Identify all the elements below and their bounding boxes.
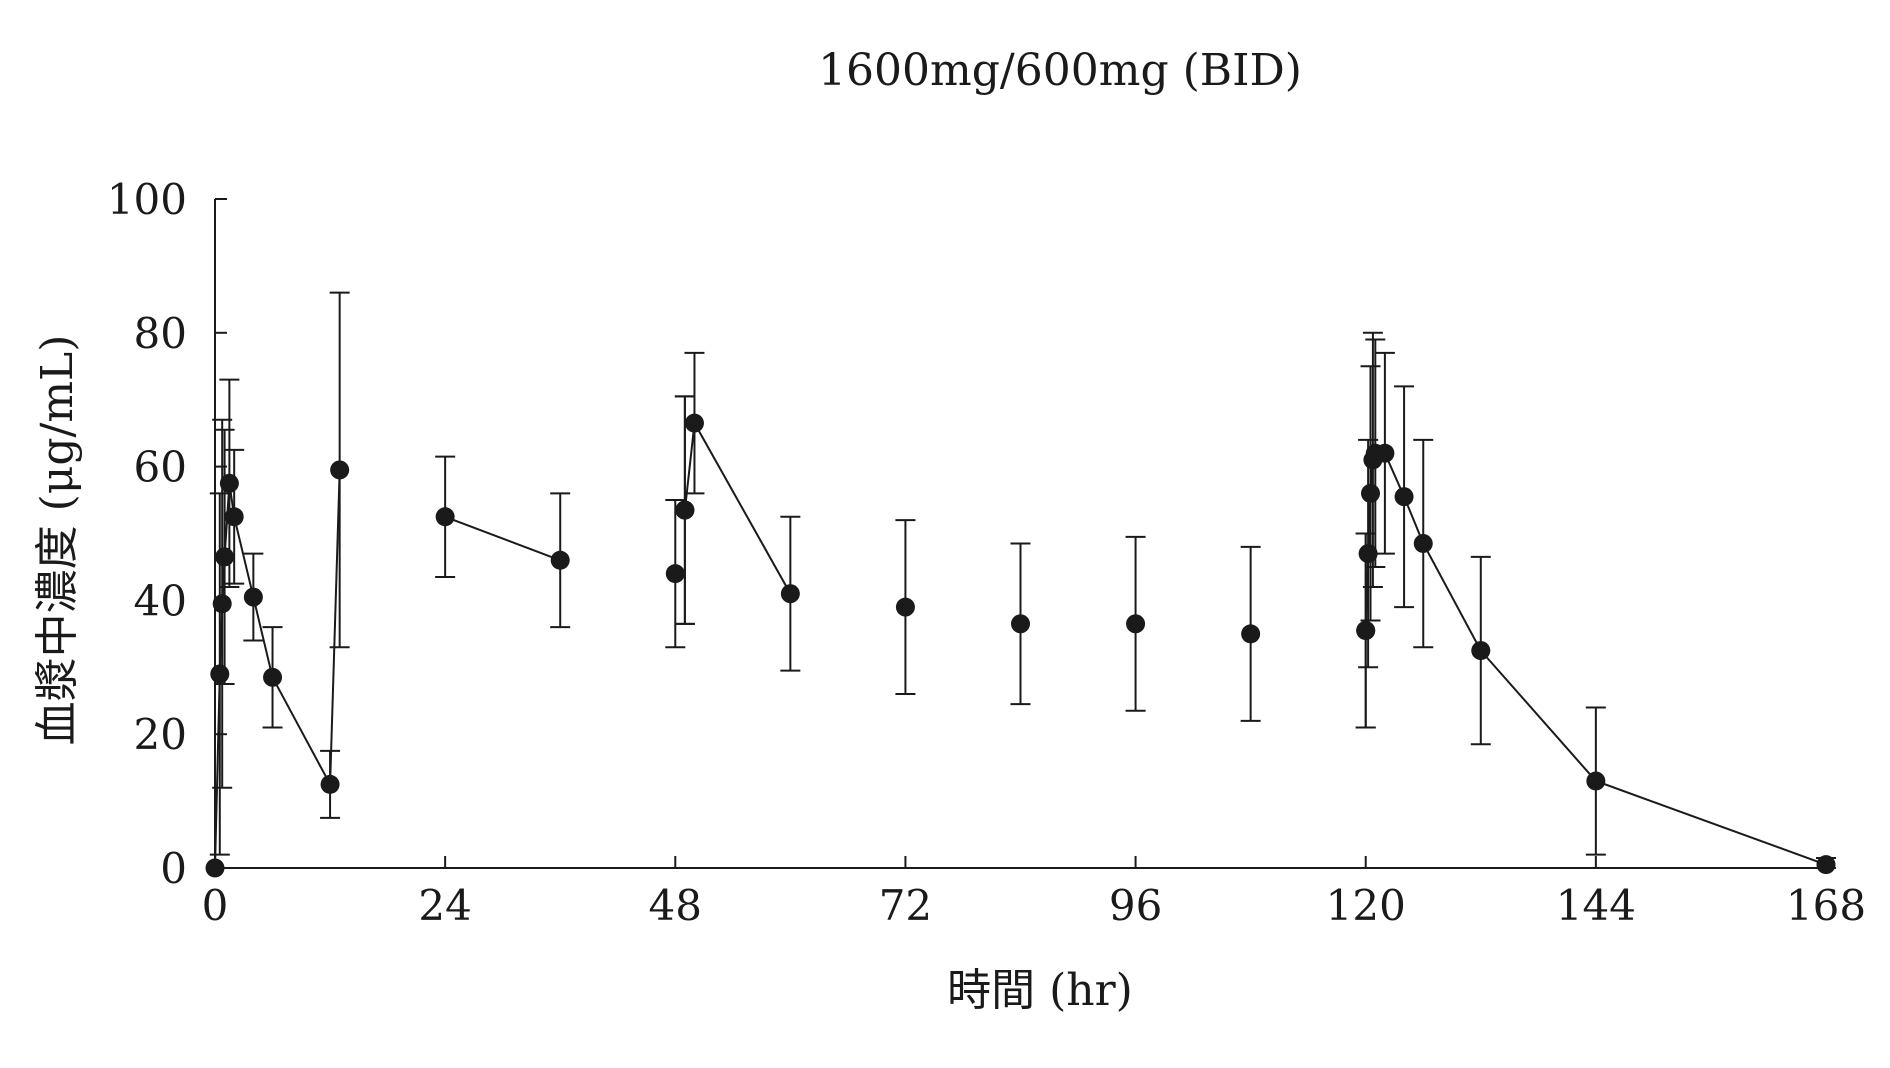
x-tick-label: 24 [418, 881, 471, 930]
data-point [1361, 483, 1381, 503]
data-point [780, 584, 800, 604]
data-point [684, 413, 704, 433]
data-point [1816, 855, 1836, 875]
series-line-segment [214, 469, 341, 869]
data-point [1394, 487, 1414, 507]
data-point [1126, 614, 1146, 634]
data-point [205, 858, 225, 878]
data-point [263, 667, 283, 687]
data-point [224, 507, 244, 527]
series-line-segment [444, 515, 561, 562]
x-tick-label: 168 [1786, 881, 1866, 930]
chart-title: 1600mg/600mg (BID) [818, 45, 1302, 96]
x-tick-label: 96 [1109, 881, 1162, 930]
data-point [1375, 443, 1395, 463]
data-point [243, 587, 263, 607]
series-line-segment [683, 419, 792, 595]
y-tick-label: 20 [134, 710, 187, 759]
data-point [435, 507, 455, 527]
data-point [320, 774, 340, 794]
data-point [550, 550, 570, 570]
data-point [330, 460, 350, 480]
data-point [1241, 624, 1261, 644]
data-point [219, 473, 239, 493]
y-tick-label: 0 [160, 844, 187, 893]
data-point [210, 664, 230, 684]
data-point [1358, 544, 1378, 564]
x-tick-label: 120 [1326, 881, 1406, 930]
y-tick-label: 60 [134, 443, 187, 492]
x-tick-label: 0 [202, 881, 229, 930]
data-point [1356, 621, 1376, 641]
x-tick-label: 48 [649, 881, 702, 930]
y-axis-label: 血漿中濃度 (μg/mL) [32, 335, 83, 746]
data-point [1586, 771, 1606, 791]
data-point [1471, 641, 1491, 661]
data-point [212, 594, 232, 614]
ticks-layer: 0 20 40 60 80 100 0 24 48 72 96 120 144 168 [107, 175, 1866, 930]
y-tick-label: 80 [134, 309, 187, 358]
data-point [895, 597, 915, 617]
data-point [1011, 614, 1030, 634]
y-tick-label: 40 [134, 576, 187, 625]
data-point [1413, 534, 1433, 554]
data-points-layer [205, 413, 1836, 878]
data-point [665, 564, 685, 584]
data-point [675, 500, 695, 520]
x-tick-label: 72 [879, 881, 932, 930]
y-tick-label: 100 [107, 175, 187, 224]
x-tick-label: 144 [1556, 881, 1636, 930]
data-point [215, 547, 235, 567]
x-axis-label: 時間 (hr) [947, 965, 1133, 1016]
